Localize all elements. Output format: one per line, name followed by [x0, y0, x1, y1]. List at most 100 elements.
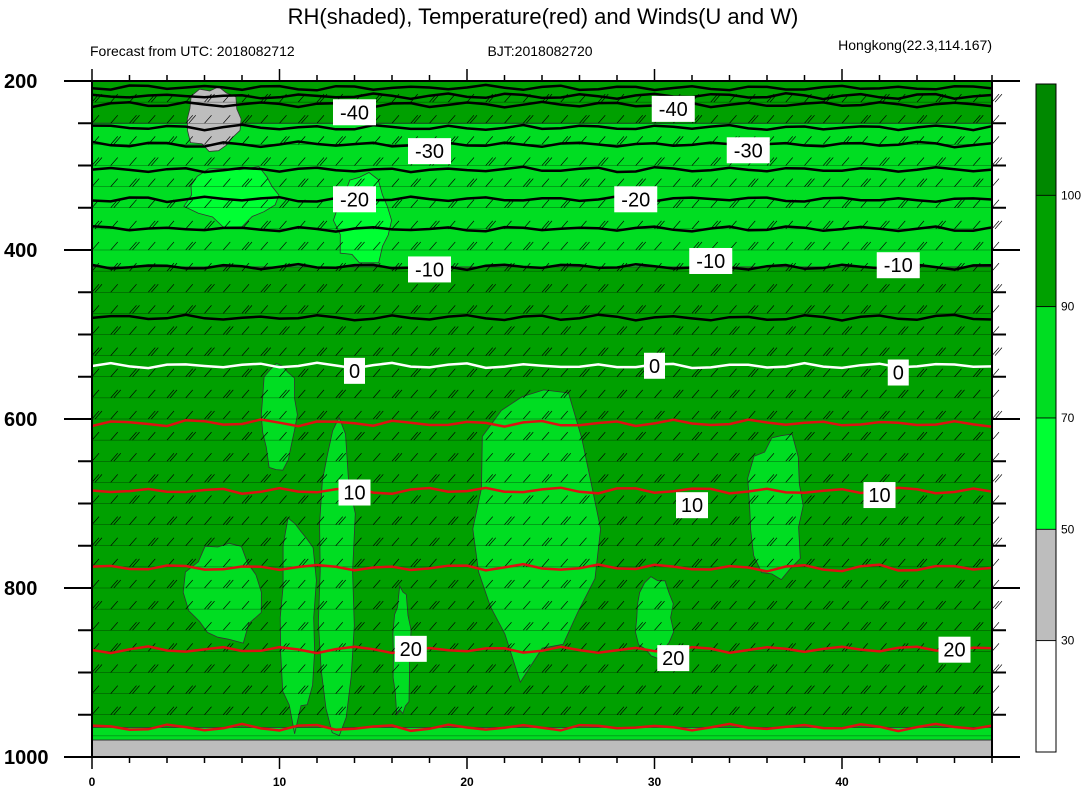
wind-barb	[751, 368, 759, 377]
wind-barb	[129, 664, 137, 673]
wind-barb	[635, 389, 643, 399]
wind-barb	[541, 136, 550, 145]
wind-barb	[241, 199, 250, 208]
wind-barb	[748, 706, 756, 715]
wind-barb	[601, 284, 609, 293]
wind-barb	[429, 347, 437, 356]
wind-barb	[466, 347, 475, 356]
wind-barb	[991, 643, 1000, 652]
wind-barb	[544, 410, 553, 420]
wind-barb	[319, 347, 328, 356]
wind-barb	[279, 685, 287, 694]
temperature-label-box	[408, 256, 451, 283]
wind-barb	[560, 600, 568, 610]
wind-barb	[148, 664, 156, 673]
wind-barb	[526, 241, 534, 251]
wind-barb	[919, 305, 928, 314]
wind-barb	[185, 199, 193, 208]
wind-barb	[373, 305, 381, 314]
wind-barb	[729, 579, 737, 589]
wind-barb	[91, 453, 100, 462]
wind-barb	[748, 558, 756, 568]
wind-barb	[563, 516, 571, 525]
wind-barb	[91, 537, 100, 546]
wind-barb	[241, 664, 250, 673]
wind-barb	[91, 115, 100, 124]
wind-barb	[466, 389, 475, 399]
wind-barb	[973, 706, 981, 715]
wind-barb	[935, 115, 943, 124]
wind-barb	[991, 579, 1000, 589]
wind-barb	[710, 600, 718, 610]
wind-barb	[148, 326, 156, 335]
wind-barb	[994, 537, 1003, 546]
wind-barb	[541, 495, 550, 504]
wind-barb	[466, 115, 475, 124]
wind-barb	[504, 685, 512, 694]
wind-barb	[882, 220, 890, 230]
wind-barb	[560, 431, 568, 441]
wind-barb	[788, 453, 796, 462]
wind-barb	[132, 305, 140, 314]
wind-barb	[485, 178, 493, 187]
wind-barb	[113, 199, 121, 208]
wind-barb	[204, 347, 212, 356]
wind-barb	[954, 622, 962, 631]
wind-barb	[991, 178, 1000, 187]
wind-barb	[751, 431, 759, 441]
rh-patch	[260, 362, 298, 471]
wind-barb	[751, 685, 759, 694]
wind-barb	[579, 284, 587, 293]
wind-barb	[129, 115, 137, 124]
wind-barb	[788, 326, 796, 335]
wind-barb	[129, 136, 137, 145]
wind-barb	[766, 495, 775, 504]
x-tick-label: 10	[273, 775, 287, 789]
wind-barb	[769, 220, 778, 230]
wind-barb	[991, 431, 1000, 441]
wind-barb	[935, 178, 943, 187]
wind-barb	[263, 410, 271, 420]
wind-barb	[282, 706, 290, 715]
wind-barb	[504, 115, 512, 124]
wind-barb	[916, 579, 925, 589]
wind-barb	[301, 495, 309, 504]
wind-barb	[485, 431, 493, 441]
wind-barb	[804, 157, 812, 166]
wind-barb	[223, 495, 231, 504]
wind-barb	[466, 685, 475, 694]
wind-barb	[129, 474, 137, 483]
wind-barb	[748, 622, 756, 631]
wind-barb	[729, 410, 737, 420]
wind-barb	[973, 431, 981, 441]
wind-barb	[110, 685, 118, 694]
wind-barb	[429, 305, 437, 314]
wind-barb	[598, 241, 606, 251]
wind-barb	[860, 537, 868, 546]
wind-barb	[732, 389, 740, 399]
wind-barb	[748, 600, 756, 610]
wind-barb	[898, 706, 906, 715]
wind-barb	[823, 706, 831, 715]
wind-barb	[826, 220, 834, 230]
wind-barb	[223, 685, 231, 694]
wind-barb	[860, 157, 868, 166]
wind-barb	[954, 495, 962, 504]
wind-barb	[582, 622, 590, 631]
wind-barb	[223, 389, 231, 399]
wind-barb	[298, 115, 306, 124]
wind-barb	[338, 516, 346, 525]
wind-barb	[804, 115, 812, 124]
wind-barb	[429, 178, 437, 187]
wind-barb	[466, 368, 475, 377]
wind-barb	[91, 516, 100, 525]
wind-barb	[204, 600, 212, 610]
wind-barb	[619, 453, 628, 462]
wind-barb	[691, 326, 700, 335]
wind-barb	[541, 178, 550, 187]
wind-barb	[485, 241, 493, 251]
wind-barb	[916, 368, 925, 377]
wind-barb	[316, 389, 325, 399]
wind-barb	[357, 685, 365, 694]
wind-barb	[916, 495, 925, 504]
